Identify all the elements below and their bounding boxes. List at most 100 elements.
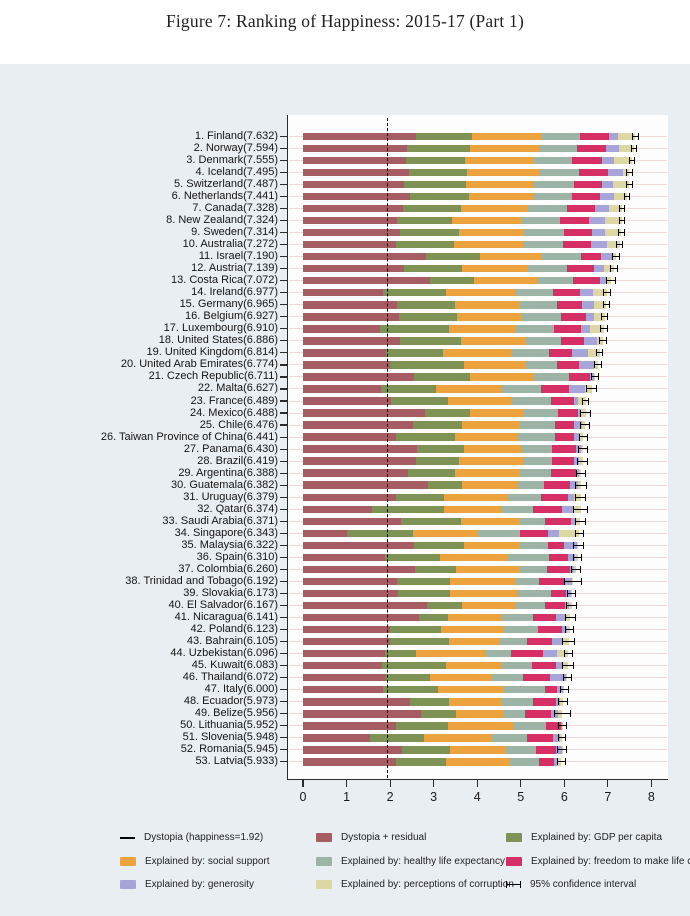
error-bar <box>563 577 582 585</box>
error-bar-midline <box>582 400 589 402</box>
legend-item: Explained by: generosity <box>120 879 316 890</box>
legend-label: Explained by: healthy life expectancy <box>341 855 505 867</box>
x-tick <box>433 780 435 787</box>
bar-segment-social_support <box>455 433 518 441</box>
bar-segment-social_support <box>473 276 538 285</box>
error-bar-midline <box>625 195 630 197</box>
x-tick <box>476 780 478 787</box>
error-bar <box>562 638 576 646</box>
error-bar-midline <box>564 652 573 654</box>
country-label: 16. Belgium(6.927) <box>185 310 278 323</box>
bar-segment-social_support <box>470 373 535 381</box>
bar-segment-dystopia_residual <box>303 493 397 501</box>
bar-segment-dystopia_residual <box>303 529 347 538</box>
bar-segment-healthy_life_expectancy <box>541 132 580 141</box>
bar-segment-healthy_life_expectancy <box>521 216 560 225</box>
error-bar <box>610 265 618 273</box>
bar-segment-gdp <box>389 637 450 646</box>
y-tick <box>280 244 287 246</box>
error-bar <box>593 361 603 369</box>
bar-segment-social_support <box>457 313 522 321</box>
bar-segment-gdp <box>429 276 474 285</box>
error-bar-midline <box>566 604 577 606</box>
bar-segment-freedom <box>526 734 554 742</box>
bar-segment-dystopia_residual <box>303 337 400 345</box>
bar-segment-social_support <box>444 493 508 501</box>
bar-segment-dystopia_residual <box>303 685 384 694</box>
error-bar-midline <box>604 292 610 294</box>
bar-segment-corruption <box>614 192 628 201</box>
bar-segment-gdp <box>385 673 431 682</box>
bar-segment-dystopia_residual <box>303 505 373 514</box>
error-bar-midline <box>578 448 588 450</box>
bar-segment-gdp <box>396 433 456 441</box>
bar-segment-healthy_life_expectancy <box>524 337 561 345</box>
bar-segment-freedom <box>576 144 607 153</box>
bar-segment-gdp <box>417 445 464 453</box>
error-bar-midline <box>557 749 566 751</box>
error-bar <box>619 205 626 213</box>
bar-segment-healthy_life_expectancy <box>514 722 546 730</box>
bar-segment-gdp <box>406 156 466 165</box>
error-bar-midline <box>574 544 583 546</box>
stacked-bar <box>303 529 580 538</box>
stacked-bar <box>303 216 622 225</box>
error-bar-midline <box>557 761 565 763</box>
stacked-bar <box>303 409 586 417</box>
stacked-bar <box>303 228 622 237</box>
bar-segment-freedom <box>545 517 572 526</box>
error-bar <box>565 602 578 610</box>
bar-segment-gdp <box>381 661 446 670</box>
country-label: 22. Malta(6.627) <box>197 382 278 395</box>
y-tick <box>280 665 287 667</box>
bar-segment-corruption <box>618 132 636 141</box>
error-bar-midline <box>578 460 587 462</box>
country-label: 11. Israel(7.190) <box>198 250 278 263</box>
bar-segment-dystopia_residual <box>303 156 407 165</box>
error-bar-midline <box>558 701 568 703</box>
bar-segment-healthy_life_expectancy <box>517 433 556 441</box>
error-bar <box>596 349 604 357</box>
legend-item: Explained by: perceptions of corruption <box>316 879 514 890</box>
bar-segment-gdp <box>403 180 466 189</box>
legend-item: Explained by: freedom to make life choic… <box>506 856 690 867</box>
bar-segment-freedom <box>553 288 581 297</box>
error-bar <box>556 758 566 766</box>
bar-segment-healthy_life_expectancy <box>521 313 561 321</box>
bar-segment-healthy_life_expectancy <box>502 385 541 393</box>
error-bar-midline <box>629 159 635 161</box>
bar-segment-dystopia_residual <box>303 746 402 754</box>
x-tick <box>520 780 522 787</box>
bar-segment-gdp <box>384 649 417 658</box>
bar-segment-dystopia_residual <box>303 313 400 321</box>
error-bar-midline <box>560 689 568 691</box>
y-tick <box>280 604 287 607</box>
y-tick <box>280 436 287 438</box>
country-label: 46. Thailand(6.072) <box>182 671 278 684</box>
bar-segment-healthy_life_expectancy <box>534 373 569 381</box>
error-bar <box>567 589 577 597</box>
bar-segment-freedom <box>550 397 574 405</box>
y-tick <box>280 460 287 462</box>
bar-segment-healthy_life_expectancy <box>533 192 572 201</box>
bar-segment-social_support <box>413 529 477 538</box>
error-bar <box>574 529 584 537</box>
bar-segment-gdp <box>418 613 448 622</box>
bar-segment-dystopia_residual <box>303 168 409 177</box>
bar-segment-dystopia_residual <box>303 758 397 766</box>
stacked-bar <box>303 349 600 357</box>
bar-segment-generosity <box>609 132 619 141</box>
bar-segment-generosity <box>595 204 610 213</box>
stacked-bar <box>303 625 570 634</box>
bar-segment-dystopia_residual <box>303 577 397 586</box>
y-tick <box>280 147 287 149</box>
bar-segment-dystopia_residual <box>303 481 428 489</box>
bar-segment-generosity <box>571 517 575 526</box>
error-bar-midline <box>576 484 586 486</box>
bar-segment-corruption <box>557 649 569 658</box>
bar-segment-healthy_life_expectancy <box>507 493 542 501</box>
bar-segment-social_support <box>464 541 520 550</box>
error-bar-midline <box>626 183 632 185</box>
bar-segment-healthy_life_expectancy <box>517 481 544 489</box>
bar-segment-dystopia_residual <box>303 517 402 526</box>
